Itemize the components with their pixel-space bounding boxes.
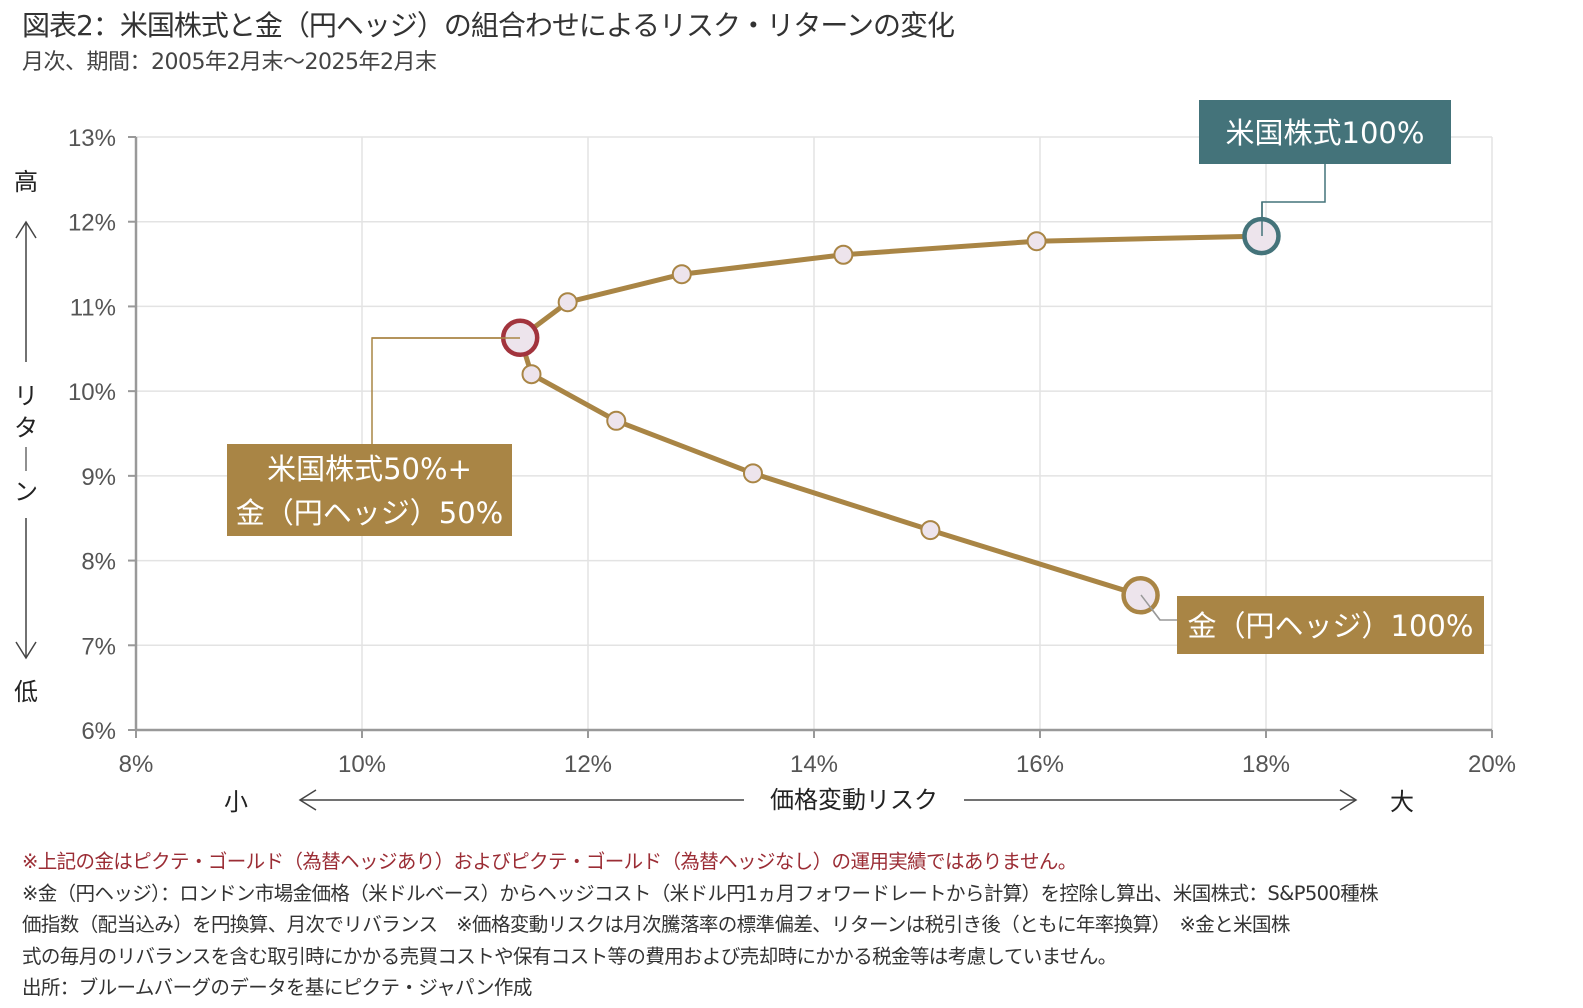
data-markers bbox=[372, 202, 1281, 621]
chart-subtitle: 月次、期間：2005年2月末～2025年2月末 bbox=[22, 50, 437, 75]
data-point-highlight bbox=[1121, 576, 1160, 615]
callouts: 米国株式100% 米国株式50%+ 金（円ヘッジ）50% 金（円ヘッジ）100% bbox=[227, 100, 1484, 654]
chart-title: 図表2：米国株式と金（円ヘッジ）の組合わせによるリスク・リターンの変化 bbox=[22, 9, 955, 42]
left-arrow-icon bbox=[298, 789, 744, 811]
up-arrow-icon bbox=[15, 220, 37, 362]
data-point bbox=[920, 520, 941, 541]
callout-label-mix-50-50: 金（円ヘッジ）50% bbox=[236, 496, 503, 530]
right-arrow-icon bbox=[964, 789, 1358, 811]
y-tick-label: 13% bbox=[68, 125, 116, 152]
x-axis-label: 価格変動リスク bbox=[770, 786, 938, 814]
method-note-line-2: 価指数（配当込み）を円換算、月次でリバランス ※価格変動リスクは月次騰落率の標準… bbox=[22, 913, 1290, 936]
callout-box-us-stock-100 bbox=[1199, 100, 1451, 164]
series-line bbox=[517, 233, 1262, 598]
method-note-line-1: ※金（円ヘッジ）：ロンドン市場金価格（米ドルベース）からヘッジコスト（米ドル円1… bbox=[22, 881, 1379, 905]
risk-return-chart: 6% 7% 8% 9% 10% 11% 12% 13% 8% 10% 12% 14% 16% 18% 20%… bbox=[14, 100, 1516, 816]
y-tick-label: 10% bbox=[68, 379, 116, 406]
x-tick-label: 14% bbox=[790, 751, 838, 778]
y-axis-label-char: ン bbox=[14, 478, 38, 506]
y-axis-label-char: タ bbox=[14, 414, 38, 442]
x-axis-descriptor: 小 価格変動リスク 大 bbox=[224, 786, 1414, 816]
method-note-line-3: 式の毎月のリバランスを含む取引時にかかる売買コストや保有コスト等の費用および売却… bbox=[22, 944, 1117, 968]
x-low-label: 小 bbox=[224, 788, 248, 816]
data-point bbox=[833, 244, 854, 265]
data-point bbox=[742, 463, 763, 484]
x-tick-label: 20% bbox=[1468, 751, 1516, 778]
x-tick-label: 16% bbox=[1016, 751, 1064, 778]
data-point bbox=[557, 292, 578, 313]
y-tick-label: 7% bbox=[81, 633, 116, 660]
source-note: 出所：ブルームバーグのデータを基にピクテ・ジャパン作成 bbox=[22, 976, 532, 999]
data-point bbox=[671, 264, 692, 285]
data-point bbox=[521, 364, 542, 385]
x-high-label: 大 bbox=[1390, 788, 1414, 816]
callout-box-mix-50-50 bbox=[227, 444, 512, 536]
axes bbox=[128, 136, 1493, 738]
x-tick-label: 18% bbox=[1242, 751, 1290, 778]
y-tick-label: 11% bbox=[70, 294, 116, 321]
data-point bbox=[606, 410, 627, 431]
callout-label-mix-50-50: 米国株式50%+ bbox=[267, 452, 472, 486]
disclaimer-note: ※上記の金はピクテ・ゴールド（為替ヘッジあり）およびピクテ・ゴールド（為替ヘッジ… bbox=[22, 850, 1077, 873]
data-point bbox=[1026, 231, 1047, 252]
y-axis-descriptor: 高 リタ ｜ ン 低 bbox=[14, 168, 38, 706]
callout-leaders bbox=[371, 164, 1326, 621]
x-tick-label: 12% bbox=[564, 751, 612, 778]
x-tick-label: 8% bbox=[119, 751, 154, 778]
y-tick-label: 6% bbox=[81, 718, 116, 745]
y-axis-label-char: リ bbox=[14, 382, 38, 410]
y-low-label: 低 bbox=[14, 678, 38, 706]
footnotes: ※上記の金はピクテ・ゴールド（為替ヘッジあり）およびピクテ・ゴールド（為替ヘッジ… bbox=[22, 846, 1379, 1004]
y-high-label: 高 bbox=[14, 168, 38, 196]
callout-label-us-stock-100: 米国株式100% bbox=[1226, 116, 1425, 150]
callout-label-gold-100: 金（円ヘッジ）100% bbox=[1188, 609, 1474, 643]
callout-box-gold-100 bbox=[1177, 596, 1484, 654]
y-tick-label: 9% bbox=[81, 464, 116, 491]
tick-labels: 6% 7% 8% 9% 10% 11% 12% 13% 8% 10% 12% 14% 16% 18% 20% bbox=[68, 125, 1516, 778]
down-arrow-icon bbox=[15, 518, 37, 660]
x-tick-label: 10% bbox=[338, 751, 386, 778]
callout-leader-tip bbox=[1140, 594, 1161, 621]
y-tick-label: 12% bbox=[68, 210, 116, 237]
y-axis-label: リタ ｜ ン bbox=[14, 382, 38, 506]
y-axis-label-char: ｜ bbox=[14, 446, 38, 474]
y-tick-label: 8% bbox=[81, 549, 116, 576]
